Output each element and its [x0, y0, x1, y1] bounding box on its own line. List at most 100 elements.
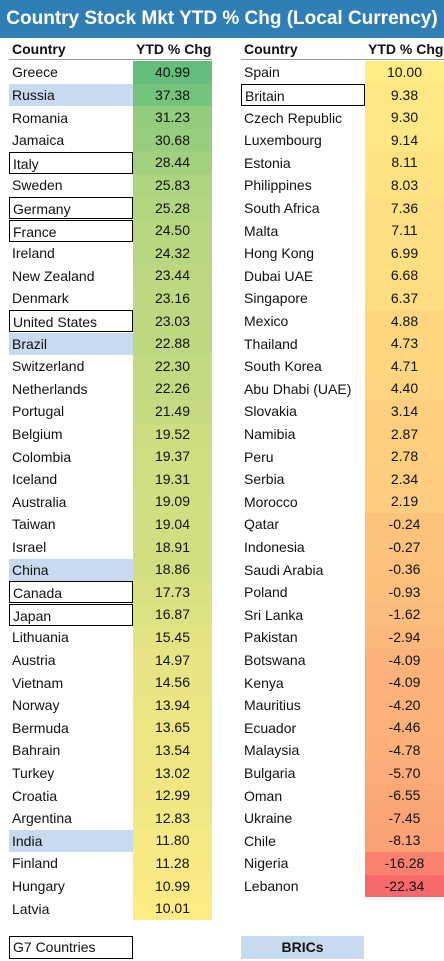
country-name: Qatar	[244, 516, 280, 533]
country-name: Australia	[12, 493, 67, 510]
country-name: Philippines	[244, 177, 312, 194]
ytd-value: 28.44	[133, 151, 212, 174]
ytd-value: 2.19	[365, 490, 444, 513]
ytd-value: -0.36	[365, 558, 444, 581]
country-name: Japan	[9, 603, 133, 626]
ytd-value: 4.71	[365, 354, 444, 378]
ytd-value: 17.73	[133, 580, 212, 604]
country-name: Mauritius	[244, 697, 301, 714]
ytd-value: -1.62	[365, 603, 444, 626]
ytd-value: 13.65	[133, 716, 212, 739]
ytd-value: 4.73	[365, 332, 444, 355]
country-name: Jamaica	[12, 132, 65, 149]
ytd-value: 12.99	[133, 784, 212, 807]
country-name: Italy	[9, 151, 133, 174]
ytd-value: 6.68	[365, 264, 444, 287]
country-name: Estonia	[244, 154, 291, 171]
ytd-value: -0.93	[365, 580, 444, 604]
country-name: Singapore	[244, 290, 308, 307]
country-name: Czech Republic	[244, 109, 343, 126]
country-name: Britain	[241, 83, 365, 106]
ytd-value: -16.28	[365, 852, 444, 875]
country-name: Latvia	[12, 900, 50, 917]
country-name: Saudi Arabia	[244, 561, 324, 578]
country-name: Colombia	[12, 448, 72, 465]
country-name: Denmark	[12, 290, 69, 307]
ytd-value: 16.87	[133, 603, 212, 626]
ytd-value: 19.37	[133, 445, 212, 468]
ytd-value: 2.78	[365, 445, 444, 468]
ytd-value: -22.34	[365, 874, 444, 898]
ytd-value: 10.99	[133, 874, 212, 898]
country-name: Indonesia	[244, 538, 305, 555]
country-name: Sweden	[12, 177, 63, 194]
right-header-divider	[241, 59, 444, 60]
ytd-value: 6.37	[365, 287, 444, 310]
ytd-value: 23.44	[133, 264, 212, 287]
country-name: Luxembourg	[244, 132, 322, 149]
ytd-value: 9.30	[365, 106, 444, 129]
country-name: Lebanon	[244, 877, 299, 894]
ytd-value: 11.80	[133, 829, 212, 852]
ytd-value: -4.20	[365, 693, 444, 717]
ytd-value: 9.14	[365, 128, 444, 152]
country-name: Pakistan	[244, 629, 298, 646]
country-name: Slovakia	[244, 403, 297, 420]
country-name: Lithuania	[12, 629, 69, 646]
country-name: Peru	[244, 448, 274, 465]
country-name: Namibia	[244, 425, 296, 442]
ytd-value: 21.49	[133, 400, 212, 423]
ytd-value: 13.94	[133, 693, 212, 717]
country-name: Chile	[244, 832, 276, 849]
left-header-value: YTD % Chg	[136, 41, 212, 57]
right-header-country: Country	[244, 41, 298, 57]
country-name: Morocco	[244, 493, 298, 510]
ytd-value: 4.88	[365, 309, 444, 333]
country-name: Ukraine	[244, 810, 293, 827]
country-name: France	[9, 219, 133, 242]
country-name: Germany	[9, 196, 133, 219]
country-name: United States	[9, 309, 133, 332]
ytd-value: 37.38	[133, 83, 212, 107]
ytd-value: -4.09	[365, 648, 444, 672]
country-name: Bermuda	[12, 719, 69, 736]
country-name: Hungary	[12, 877, 65, 894]
ytd-value: 9.38	[365, 83, 444, 107]
country-name: Switzerland	[12, 358, 85, 375]
country-name: Norway	[12, 697, 60, 714]
country-name: Thailand	[244, 335, 298, 352]
ytd-value: 2.87	[365, 422, 444, 446]
ytd-value: 15.45	[133, 626, 212, 649]
ytd-value: -4.78	[365, 739, 444, 762]
country-name: Hong Kong	[244, 245, 315, 262]
country-name: Argentina	[12, 810, 72, 827]
right-header-value: YTD % Chg	[368, 41, 444, 57]
country-name: Ecuador	[244, 719, 297, 736]
country-name: Bulgaria	[244, 764, 296, 781]
ytd-value: 40.99	[133, 61, 212, 84]
country-name: Netherlands	[12, 380, 88, 397]
country-name: Abu Dhabi (UAE)	[244, 380, 352, 397]
ytd-value: 19.31	[133, 467, 212, 491]
country-name: Israel	[12, 538, 47, 555]
ytd-value: 19.04	[133, 513, 212, 536]
country-name: Taiwan	[12, 516, 56, 533]
country-name: Poland	[244, 584, 288, 601]
ytd-value: 13.54	[133, 739, 212, 762]
ytd-value: -0.24	[365, 513, 444, 536]
ytd-value: 6.99	[365, 241, 444, 265]
ytd-value: -4.09	[365, 671, 444, 694]
ytd-value: 24.32	[133, 241, 212, 265]
ytd-value: 7.36	[365, 196, 444, 220]
ytd-value: 3.14	[365, 400, 444, 423]
country-name: Belgium	[12, 425, 63, 442]
country-name: Bahrain	[12, 742, 61, 759]
ytd-value: 22.30	[133, 354, 212, 378]
ytd-value: 18.86	[133, 558, 212, 581]
ytd-value: -6.55	[365, 784, 444, 807]
ytd-value: 18.91	[133, 535, 212, 559]
country-name: New Zealand	[12, 267, 95, 284]
ytd-value: 10.00	[365, 61, 444, 84]
country-name: Romania	[12, 109, 69, 126]
ytd-value: 7.11	[365, 219, 444, 242]
